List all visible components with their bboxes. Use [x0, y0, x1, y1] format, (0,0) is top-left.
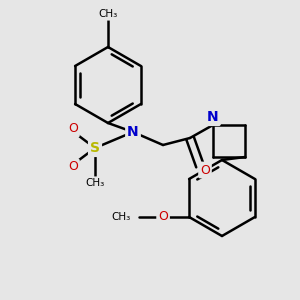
Text: O: O: [158, 211, 168, 224]
Text: N: N: [207, 110, 219, 124]
Text: O: O: [68, 160, 78, 173]
Text: O: O: [68, 122, 78, 136]
Text: S: S: [90, 141, 100, 155]
Text: CH₃: CH₃: [112, 212, 131, 222]
Text: O: O: [200, 164, 210, 176]
Text: CH₃: CH₃: [85, 178, 105, 188]
Text: N: N: [127, 125, 139, 139]
Text: CH₃: CH₃: [98, 9, 118, 19]
